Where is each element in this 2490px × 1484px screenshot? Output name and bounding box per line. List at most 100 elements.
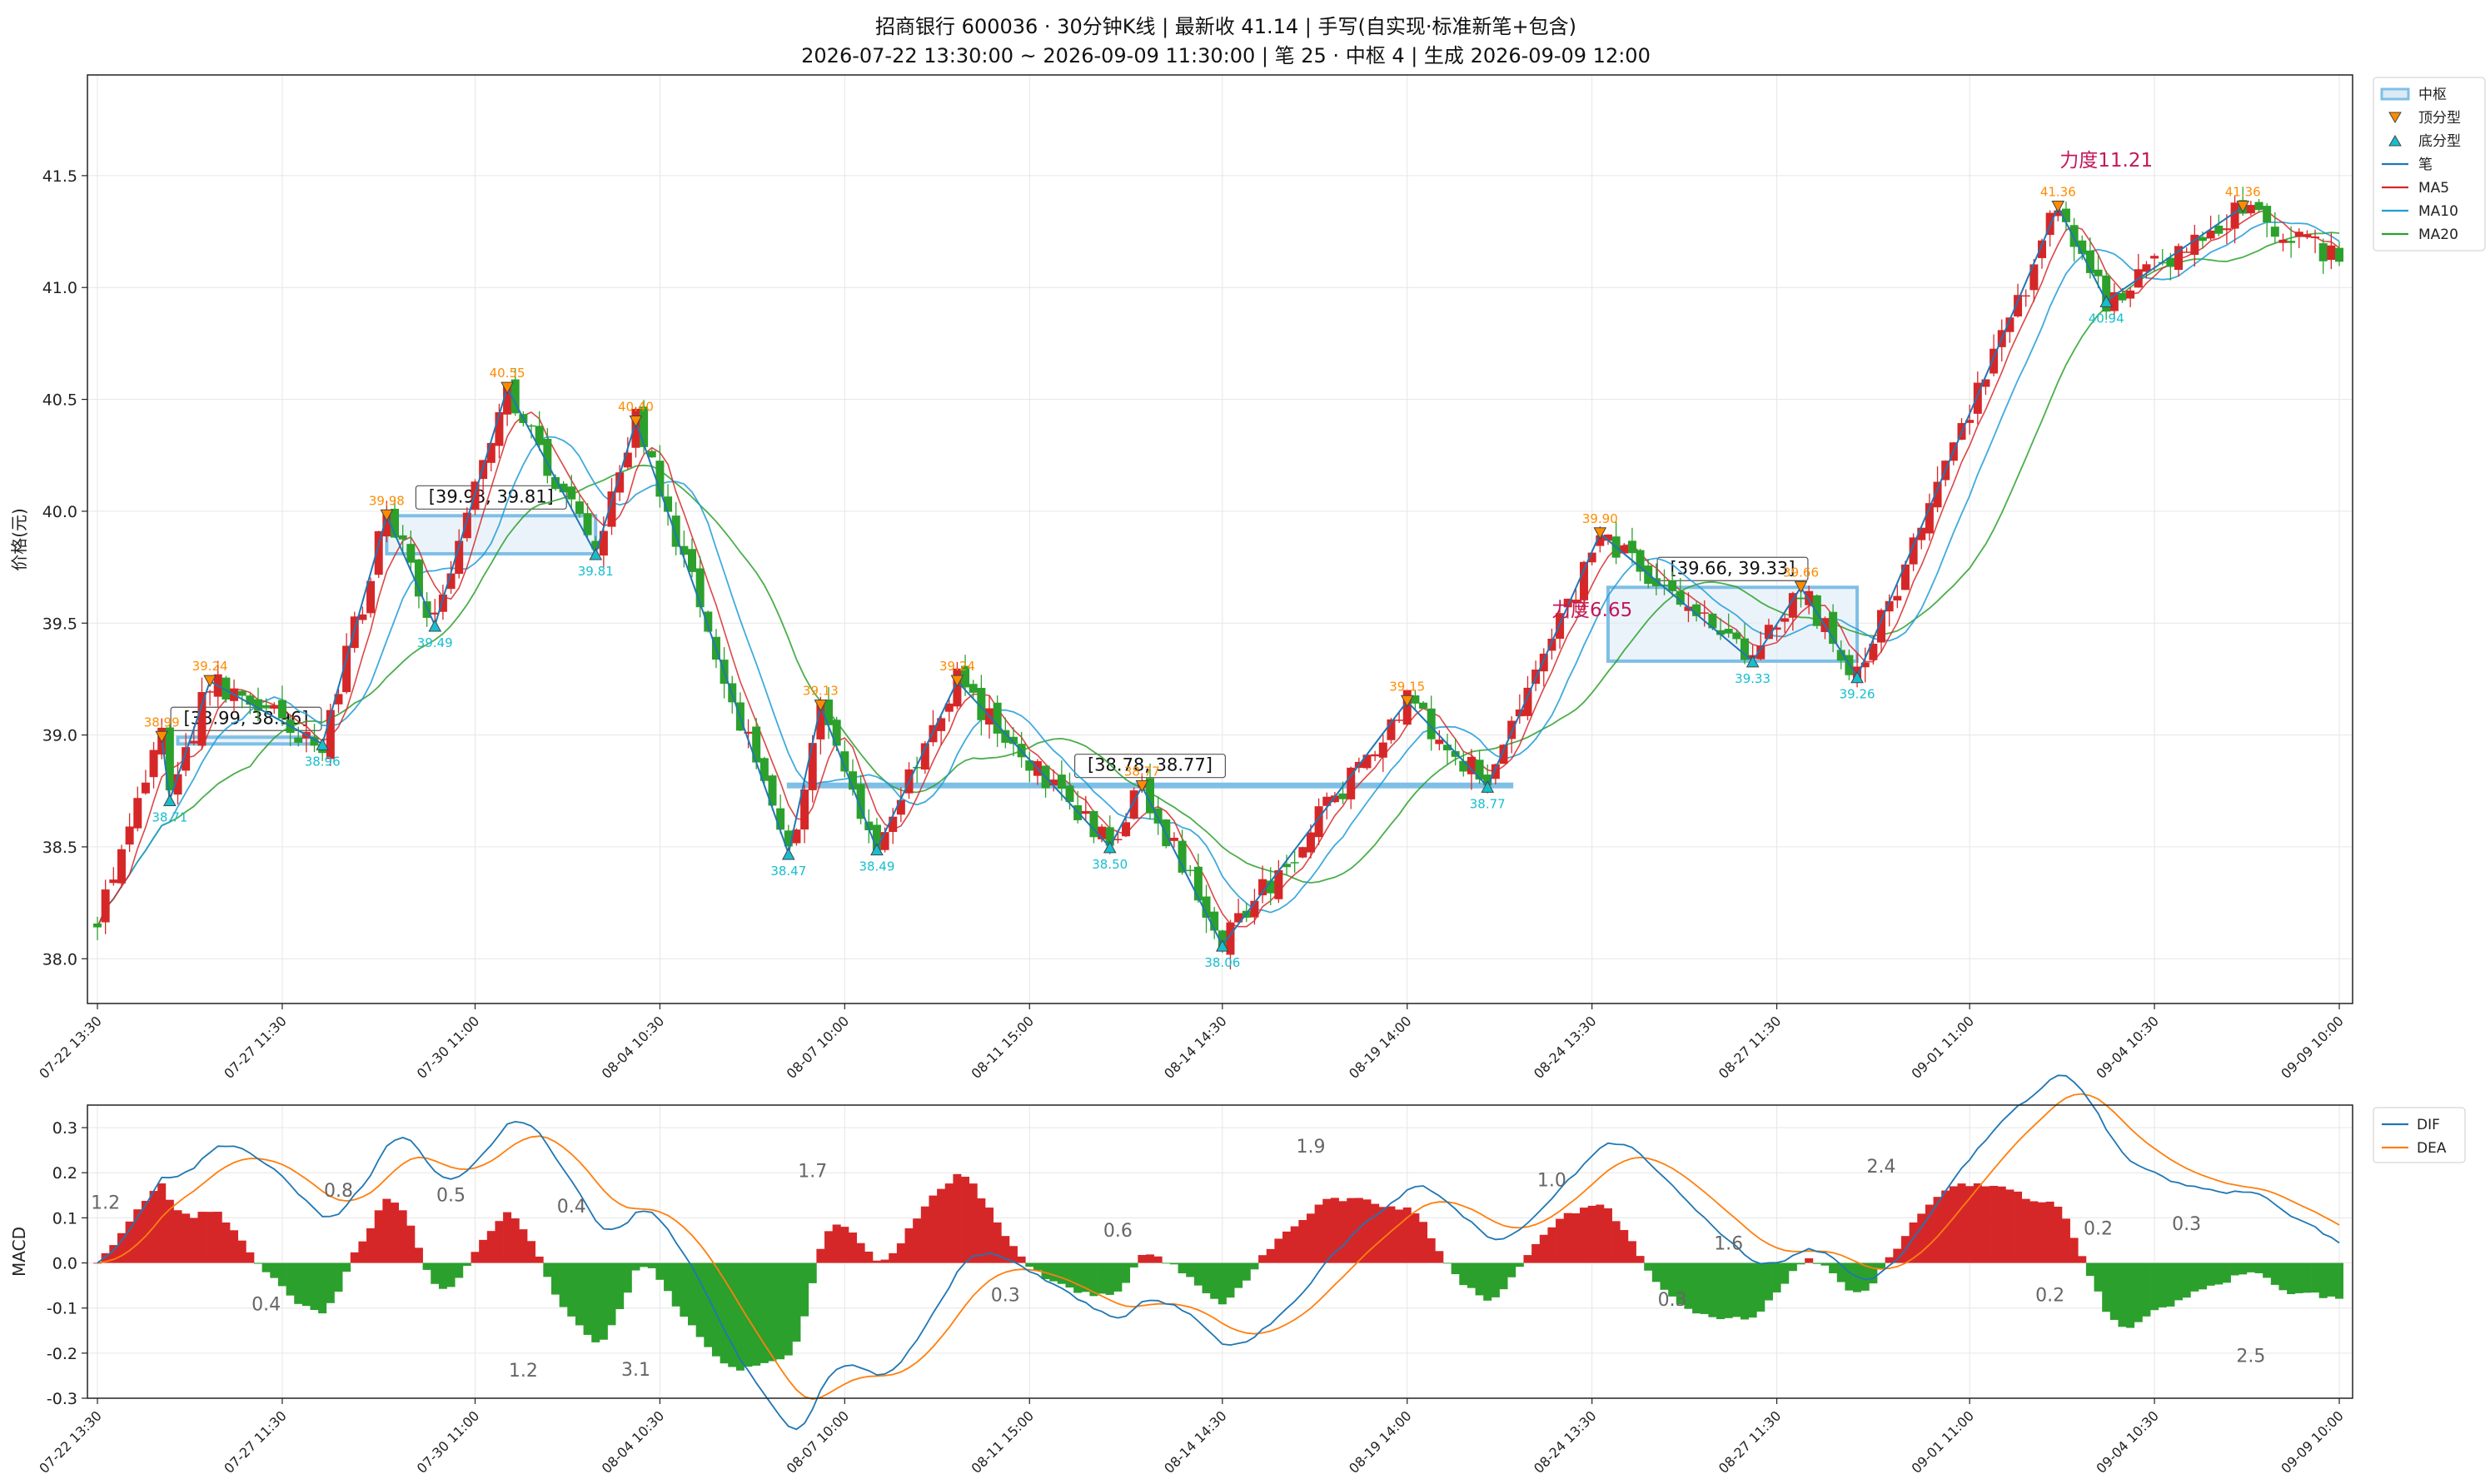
- macd-hist-bar: [2303, 1262, 2312, 1293]
- candle-body: [1419, 702, 1428, 709]
- macd-hist-bar: [406, 1225, 416, 1263]
- macd-hist-bar: [1515, 1262, 1524, 1267]
- candle-body: [2303, 234, 2312, 237]
- bottom-fractal-marker: [870, 843, 884, 856]
- macd-hist-bar: [1145, 1254, 1154, 1263]
- legend-label: MA5: [2418, 180, 2449, 197]
- macd-y-tick-label: -0.2: [47, 1345, 77, 1363]
- macd-hist-bar: [374, 1210, 383, 1263]
- candle-body: [2021, 295, 2030, 297]
- macd-hist-bar: [189, 1218, 198, 1263]
- top-fractal-marker: [1135, 779, 1149, 793]
- bottom-fractal-label: 39.26: [1840, 687, 1875, 702]
- macd-hist-bar: [1008, 1246, 1018, 1263]
- macd-hist-bar: [559, 1262, 568, 1307]
- candle-body: [1933, 481, 1942, 508]
- candle-body: [1274, 869, 1283, 899]
- macd-hist-bar: [141, 1201, 150, 1263]
- candle-body: [2270, 227, 2279, 237]
- macd-hist-bar: [2222, 1262, 2231, 1283]
- macd-hist-bar: [824, 1231, 834, 1263]
- macd-hist-bar: [503, 1212, 512, 1263]
- macd-hist-bar: [543, 1262, 552, 1277]
- candle-body: [1684, 606, 1693, 611]
- candle-body: [358, 614, 367, 620]
- bottom-fractal-label: 39.33: [1735, 671, 1770, 686]
- candle-body: [2327, 245, 2336, 261]
- macd-hist-bar: [2335, 1262, 2343, 1299]
- bottom-fractal-marker: [1103, 840, 1117, 854]
- candle-body: [784, 830, 793, 847]
- candle-body: [462, 512, 471, 539]
- macd-hist-bar: [462, 1262, 471, 1267]
- candle-body: [800, 789, 809, 830]
- macd-hist-bar: [1547, 1227, 1556, 1263]
- candle-body: [1764, 625, 1773, 640]
- macd-hist-bar: [1499, 1262, 1508, 1290]
- candle-body: [599, 530, 608, 556]
- candle-body: [1877, 610, 1886, 643]
- candle-body: [1780, 618, 1790, 622]
- legend-box: [2373, 77, 2486, 251]
- candle-body: [1860, 662, 1870, 668]
- macd-hist-bar: [286, 1262, 295, 1296]
- candle-body: [1869, 644, 1878, 660]
- candle-body: [270, 705, 279, 709]
- macd-hist-bar: [93, 1262, 102, 1264]
- macd-hist-bar: [358, 1241, 367, 1263]
- candle-body: [1620, 545, 1629, 554]
- macd-hist-bar: [2166, 1262, 2175, 1307]
- macd-hist-bar: [1724, 1262, 1733, 1318]
- candle-body: [1210, 911, 1219, 931]
- macd-area-note: 1.0: [1537, 1170, 1566, 1191]
- top-fractal-marker: [950, 675, 964, 688]
- top-fractal-marker: [155, 730, 169, 744]
- price-plot-frame: [87, 74, 2353, 1004]
- candle-body: [1362, 754, 1372, 769]
- candle-body: [961, 665, 970, 688]
- macd-hist-bar: [550, 1262, 560, 1295]
- macd-hist-bar: [929, 1195, 938, 1263]
- candle-body: [2118, 292, 2127, 301]
- candle-body: [1491, 764, 1500, 779]
- macd-hist-bar: [2029, 1201, 2039, 1263]
- macd-hist-bar: [1491, 1262, 1500, 1297]
- bottom-fractal-marker: [2099, 295, 2114, 307]
- candle-body: [2335, 247, 2343, 262]
- macd-hist-bar: [1957, 1183, 1966, 1263]
- macd-hist-bar: [1402, 1207, 1412, 1263]
- macd-hist-bar: [2254, 1262, 2263, 1273]
- top-fractal-marker: [1593, 527, 1607, 540]
- macd-hist-bar: [1033, 1262, 1042, 1271]
- candle-body: [1330, 795, 1339, 803]
- macd-hist-bar: [1162, 1262, 1171, 1264]
- candle-body: [848, 771, 857, 790]
- macd-y-tick-label: -0.1: [47, 1300, 77, 1318]
- macd-hist-bar: [206, 1212, 215, 1263]
- candle-body: [431, 612, 440, 615]
- macd-hist-bar: [2278, 1262, 2288, 1291]
- candle-body: [1700, 612, 1709, 614]
- macd-hist-bar: [985, 1208, 994, 1263]
- macd-hist-bar: [1483, 1262, 1492, 1301]
- dea-line: [97, 1093, 2340, 1401]
- macd-hist-bar: [1073, 1262, 1083, 1293]
- macd-hist-bar: [631, 1262, 640, 1271]
- macd-hist-bar: [1596, 1204, 1605, 1263]
- candle-body: [1627, 540, 1636, 554]
- legend-label: 底分型: [2418, 133, 2461, 150]
- macd-hist-bar: [1571, 1213, 1581, 1263]
- candle-body: [1636, 550, 1645, 572]
- macd-hist-bar: [1089, 1262, 1098, 1297]
- macd-hist-bar: [334, 1262, 343, 1292]
- macd-hist-bar: [1451, 1262, 1460, 1275]
- macd-hist-bar: [808, 1262, 817, 1283]
- macd-hist-bar: [1796, 1262, 1805, 1265]
- macd-hist-bar: [270, 1262, 279, 1278]
- macd-hist-bar: [640, 1262, 649, 1267]
- macd-hist-bar: [1708, 1262, 1717, 1317]
- macd-hist-bar: [1442, 1262, 1452, 1264]
- macd-hist-bar: [2085, 1262, 2094, 1277]
- macd-hist-bar: [1973, 1183, 1982, 1263]
- candle-body: [2014, 295, 2023, 316]
